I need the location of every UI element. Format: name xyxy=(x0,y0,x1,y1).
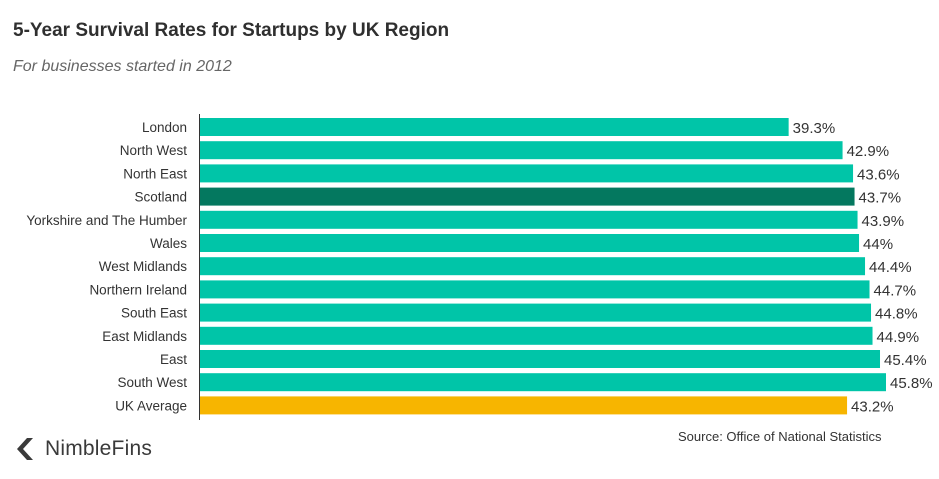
category-label-east-midlands: East Midlands xyxy=(102,329,187,344)
category-label-london: London xyxy=(142,120,187,135)
bar-wales xyxy=(200,234,860,252)
value-label-scotland: 43.7% xyxy=(859,190,902,207)
value-label-wales: 44% xyxy=(863,236,893,253)
value-label-northern-ireland: 44.7% xyxy=(874,282,917,299)
bar-yorkshire-and-the-humber xyxy=(200,210,858,229)
category-label-west-midlands: West Midlands xyxy=(99,259,188,274)
value-label-west-midlands: 44.4% xyxy=(869,259,912,276)
bar-west-midlands xyxy=(200,257,866,276)
category-label-east: East xyxy=(160,352,187,367)
brand-logo: NimbleFins xyxy=(13,436,152,462)
category-label-northern-ireland: Northern Ireland xyxy=(89,282,187,297)
bar-east xyxy=(200,350,881,368)
value-label-east-midlands: 44.9% xyxy=(877,329,920,346)
bar-south-east xyxy=(200,303,872,322)
value-label-north-west: 42.9% xyxy=(847,143,890,160)
value-label-south-west: 45.8% xyxy=(890,375,933,392)
value-label-south-east: 44.8% xyxy=(875,306,918,323)
category-label-uk-average: UK Average xyxy=(115,398,187,413)
value-label-yorkshire-and-the-humber: 43.9% xyxy=(862,213,905,230)
chart-subtitle: For businesses started in 2012 xyxy=(13,58,232,75)
value-label-north-east: 43.6% xyxy=(857,166,900,183)
category-label-north-east: North East xyxy=(123,166,187,181)
nimblefins-logo-icon xyxy=(17,438,33,460)
chart-title: 5-Year Survival Rates for Startups by UK… xyxy=(13,20,450,41)
category-label-south-west: South West xyxy=(117,375,187,390)
value-label-uk-average: 43.2% xyxy=(851,398,894,415)
bars-group: London 39.3% North West 42.9% North East 43.6… xyxy=(26,118,933,415)
category-label-wales: Wales xyxy=(150,236,187,251)
value-label-east: 45.4% xyxy=(884,352,927,369)
value-label-london: 39.3% xyxy=(793,120,836,137)
category-label-scotland: Scotland xyxy=(134,190,187,205)
source-note: Source: Office of National Statistics xyxy=(678,429,882,444)
bar-north-west xyxy=(200,141,843,160)
category-label-yorkshire-and-the-humber: Yorkshire and The Humber xyxy=(26,213,187,228)
bar-south-west xyxy=(200,373,886,392)
bar-northern-ireland xyxy=(200,280,870,299)
bar-uk-average xyxy=(200,396,848,415)
category-label-south-east: South East xyxy=(121,306,187,321)
bar-scotland xyxy=(200,187,855,206)
bar-london xyxy=(200,118,789,136)
bar-north-east xyxy=(200,164,854,183)
category-label-north-west: North West xyxy=(120,143,188,158)
brand-name: NimbleFins xyxy=(45,437,153,460)
bar-east-midlands xyxy=(200,326,873,345)
